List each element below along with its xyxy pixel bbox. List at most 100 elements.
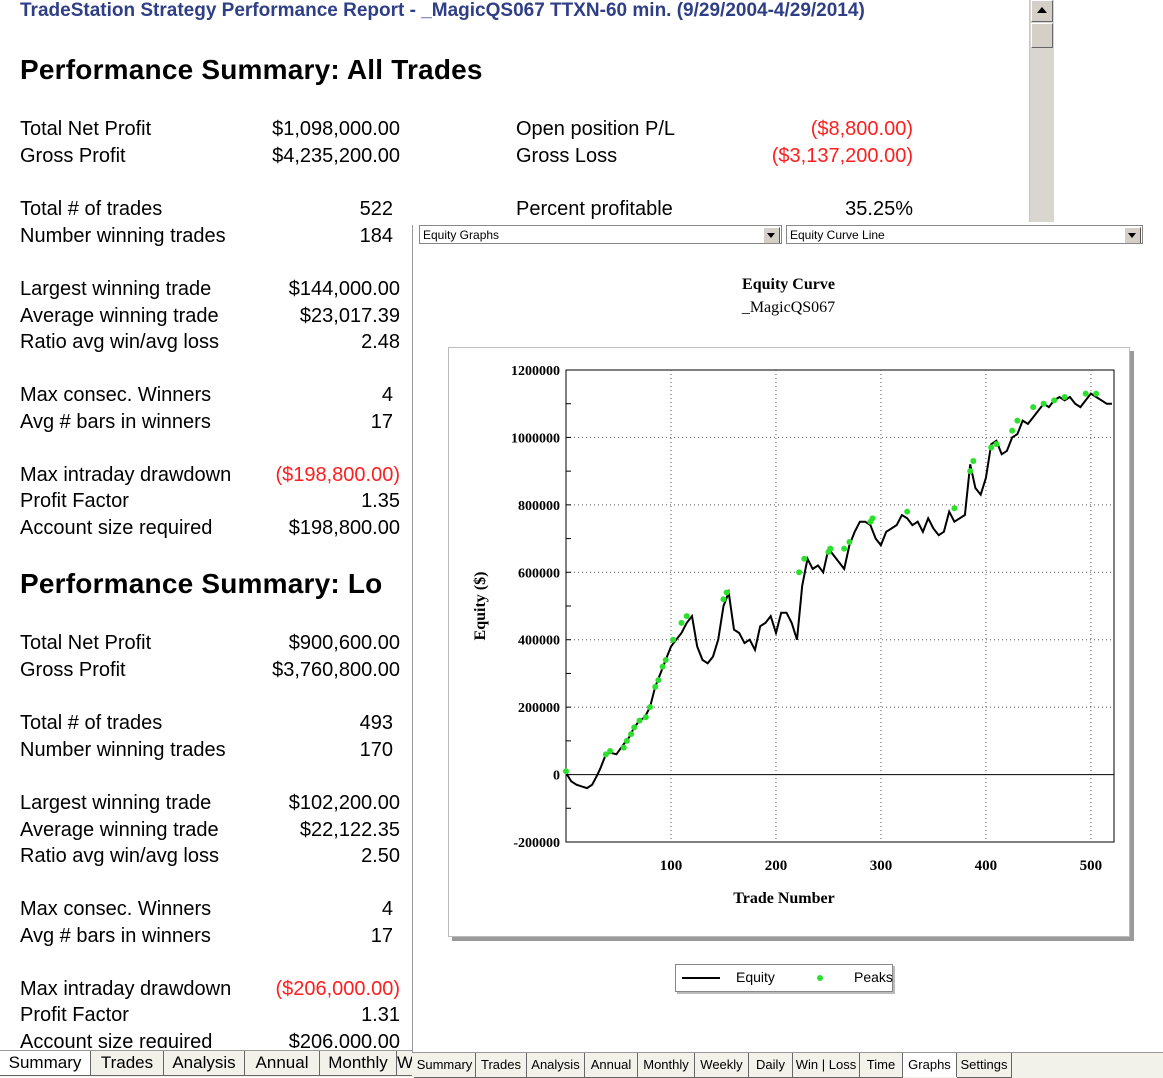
long-trades-heading: Performance Summary: Lo — [20, 568, 383, 599]
tab-weekly[interactable]: Weekly — [695, 1053, 749, 1078]
stat-label: Max intraday drawdown — [20, 978, 232, 1000]
stat-label: Max consec. Winners — [20, 898, 212, 920]
stat-label: Max consec. Winners — [20, 384, 212, 406]
stat-label: Number winning trades — [20, 225, 226, 247]
peak-point — [801, 555, 808, 562]
stat-value: 184 — [359, 225, 393, 247]
stat-value: $23,017.39 — [299, 305, 400, 327]
legend-peaks-label: Peaks — [854, 969, 893, 985]
x-tick-label: 100 — [660, 858, 683, 874]
tab-monthly[interactable]: Monthly — [320, 1051, 397, 1076]
peak-point — [904, 508, 911, 515]
peak-point — [646, 704, 653, 711]
peak-point — [796, 569, 803, 576]
y-tick-label: 200000 — [518, 701, 560, 716]
stat-value: 170 — [359, 739, 393, 761]
peak-point — [967, 468, 974, 475]
stat-value: $4,235,200.00 — [272, 145, 400, 167]
stat-value-negative: ($8,800.00) — [810, 118, 913, 140]
stat-value: 2.48 — [361, 331, 400, 353]
tab-analysis[interactable]: Analysis — [164, 1051, 245, 1076]
chart-title: Equity Curve — [742, 276, 835, 293]
tab-time[interactable]: Time — [860, 1053, 903, 1078]
tab-settings[interactable]: Settings — [957, 1053, 1012, 1078]
peak-point — [620, 744, 627, 751]
all-trades-heading: Performance Summary: All Trades — [20, 54, 483, 85]
legend-peaks-swatch — [817, 975, 823, 981]
tab-win-loss[interactable]: Win | Loss — [793, 1053, 860, 1078]
tab-summary[interactable]: Summary — [414, 1053, 476, 1078]
peak-point — [652, 683, 659, 690]
chart-subtitle: _MagicQS067 — [741, 299, 836, 316]
stat-value: 35.25% — [845, 198, 913, 220]
peak-point — [678, 619, 685, 626]
peak-point — [993, 441, 1000, 448]
tab-monthly[interactable]: Monthly — [638, 1053, 695, 1078]
tab-trades[interactable]: Trades — [476, 1053, 527, 1078]
stat-value: $144,000.00 — [288, 278, 400, 300]
peak-point — [1082, 390, 1089, 397]
legend-equity-label: Equity — [736, 969, 775, 985]
peak-point — [636, 717, 643, 724]
stat-label: Average winning trade — [20, 305, 219, 327]
stat-label: Gross Profit — [20, 145, 126, 167]
tab-weekly-clipped[interactable]: W — [397, 1051, 412, 1076]
stat-value: 493 — [359, 712, 393, 734]
long-trades-section: Performance Summary: Lo Total Net Profit… — [0, 560, 412, 1048]
vertical-scrollbar[interactable] — [1029, 0, 1054, 222]
left-tab-bar: Summary Trades Analysis Annual Monthly W — [0, 1050, 412, 1077]
y-tick-label: 1200000 — [511, 364, 560, 379]
stat-value: 4 — [381, 384, 393, 406]
tab-summary[interactable]: Summary — [0, 1051, 91, 1076]
stat-label: Open position P/L — [516, 118, 675, 140]
y-tick-label: 400000 — [518, 634, 560, 649]
peak-point — [846, 538, 853, 545]
peak-point — [563, 768, 569, 775]
peak-point — [723, 589, 730, 596]
stat-value: $1,098,000.00 — [272, 118, 400, 140]
peak-point — [1061, 393, 1068, 400]
peak-point — [683, 613, 690, 620]
peak-point — [670, 636, 677, 643]
peak-point — [869, 515, 876, 522]
stat-label: Percent profitable — [516, 198, 673, 220]
stat-value: 1.31 — [361, 1004, 400, 1026]
scroll-thumb[interactable] — [1031, 23, 1053, 48]
peak-point — [970, 458, 977, 465]
tab-analysis[interactable]: Analysis — [527, 1053, 585, 1078]
tab-daily[interactable]: Daily — [749, 1053, 793, 1078]
y-tick-label: 1000000 — [511, 431, 560, 446]
y-tick-label: 600000 — [518, 566, 560, 581]
graph-type-select[interactable]: Equity Graphs — [419, 225, 782, 244]
chart-frame: -200000 0 200000 400000 600000 800000 1000000 1… — [448, 347, 1130, 937]
peak-point — [720, 596, 727, 603]
stat-value: $900,600.00 — [288, 632, 400, 654]
dropdown-arrow-icon[interactable] — [1124, 227, 1141, 243]
y-axis-label: Equity ($) — [472, 572, 489, 641]
graph-style-select[interactable]: Equity Curve Line — [786, 225, 1143, 244]
stat-label: Avg # bars in winners — [20, 411, 211, 433]
tab-graphs[interactable]: Graphs — [903, 1053, 957, 1077]
stat-label: Average winning trade — [20, 819, 219, 841]
tab-annual[interactable]: Annual — [585, 1053, 638, 1078]
stat-label: Total Net Profit — [20, 632, 152, 654]
graph-tab-bar: Summary Trades Analysis Annual Monthly W… — [412, 1052, 1163, 1078]
stat-label: Total # of trades — [20, 198, 163, 220]
stat-value: 17 — [370, 411, 393, 433]
plot-area — [565, 369, 1115, 843]
stat-value: 2.50 — [361, 845, 400, 867]
peak-point — [1030, 404, 1037, 411]
peak-point — [659, 663, 666, 670]
equity-chart: -200000 0 200000 400000 600000 800000 1000000 1… — [472, 364, 1115, 907]
x-tick-label: 500 — [1080, 858, 1103, 874]
stat-label: Avg # bars in winners — [20, 925, 211, 947]
dropdown-arrow-icon[interactable] — [763, 227, 780, 243]
tab-trades[interactable]: Trades — [91, 1051, 164, 1076]
stat-label: Number winning trades — [20, 739, 226, 761]
stat-label: Largest winning trade — [20, 278, 212, 300]
peak-point — [988, 444, 995, 451]
peak-point — [1093, 390, 1100, 397]
tab-annual[interactable]: Annual — [245, 1051, 320, 1076]
chart-legend: Equity Peaks — [675, 964, 893, 992]
scroll-up-arrow-icon[interactable] — [1031, 0, 1053, 22]
